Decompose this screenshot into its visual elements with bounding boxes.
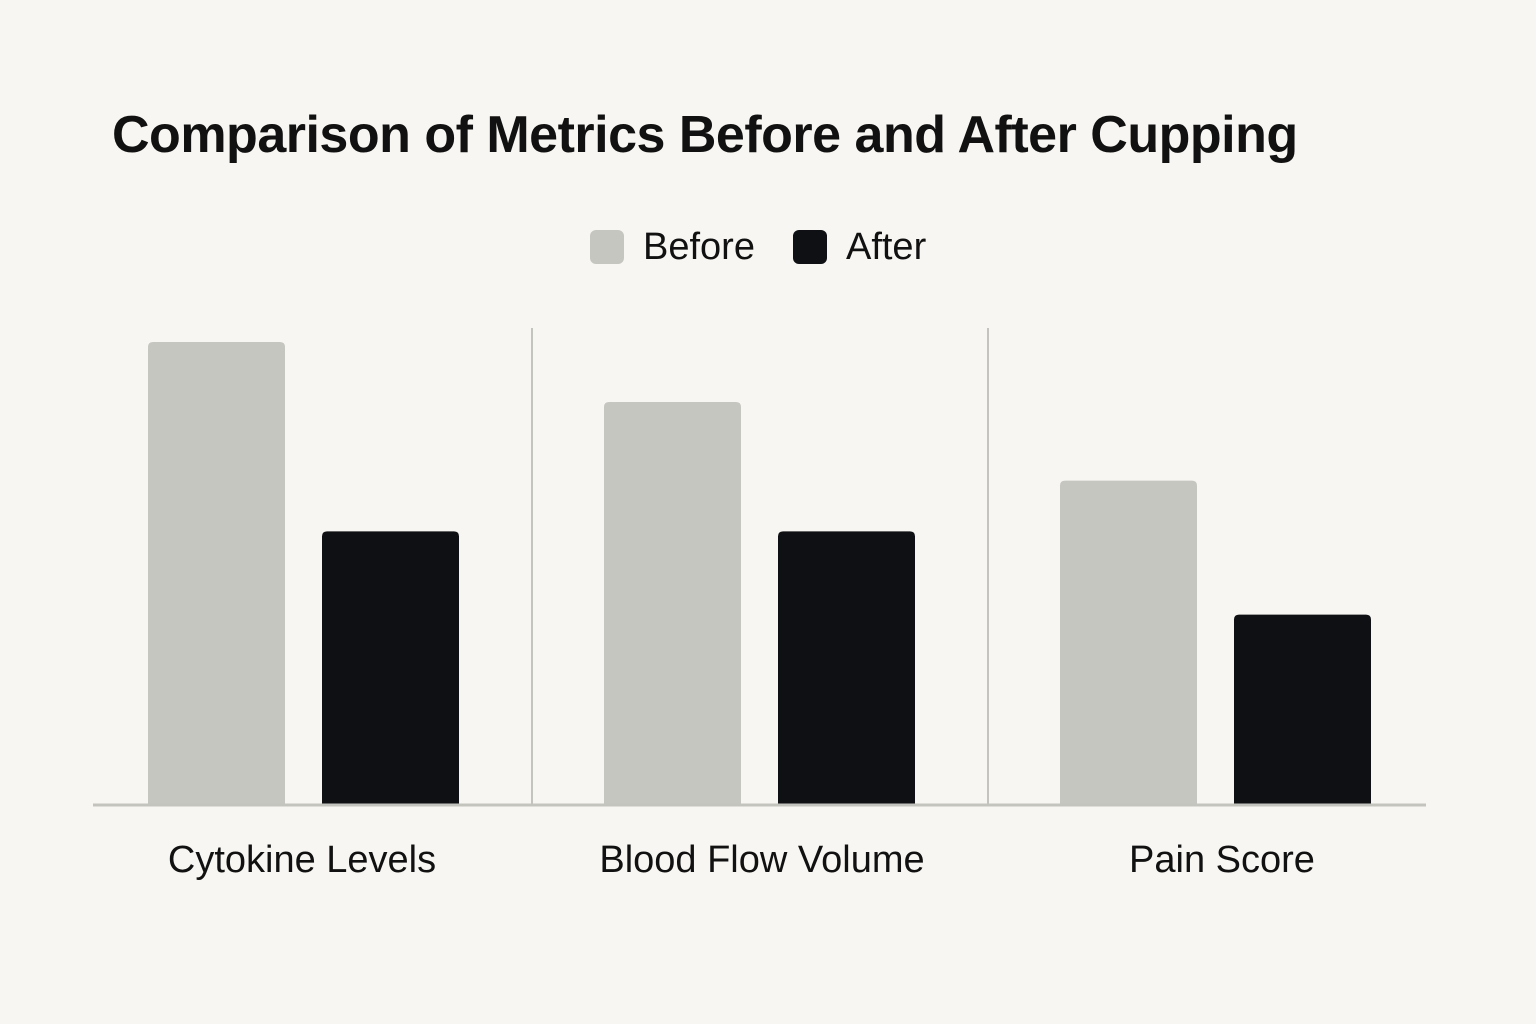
bar-before-pain-score bbox=[1060, 480, 1197, 804]
bar-before-blood-flow-volume bbox=[604, 402, 741, 804]
category-label-blood-flow-volume: Blood Flow Volume bbox=[599, 839, 925, 881]
bar-before-cytokine-levels bbox=[148, 342, 285, 804]
legend-label-after: After bbox=[845, 226, 927, 268]
category-label-cytokine-levels: Cytokine Levels bbox=[167, 839, 437, 881]
legend-item-after: After bbox=[792, 226, 927, 268]
legend-swatch-after bbox=[792, 230, 827, 264]
legend: Before After bbox=[590, 222, 926, 272]
group-separators bbox=[531, 328, 989, 804]
bar-after-cytokine-levels bbox=[322, 531, 459, 804]
legend-label-before: Before bbox=[643, 226, 755, 268]
bar-after-pain-score bbox=[1234, 614, 1371, 804]
legend-swatch-before bbox=[590, 230, 624, 264]
chart-title: Comparison of Metrics Before and After C… bbox=[112, 106, 1298, 164]
bars-group bbox=[148, 342, 1371, 804]
legend-item-before: Before bbox=[590, 228, 755, 266]
category-label-pain-score: Pain Score bbox=[1129, 839, 1315, 881]
bar-after-blood-flow-volume bbox=[778, 531, 915, 804]
